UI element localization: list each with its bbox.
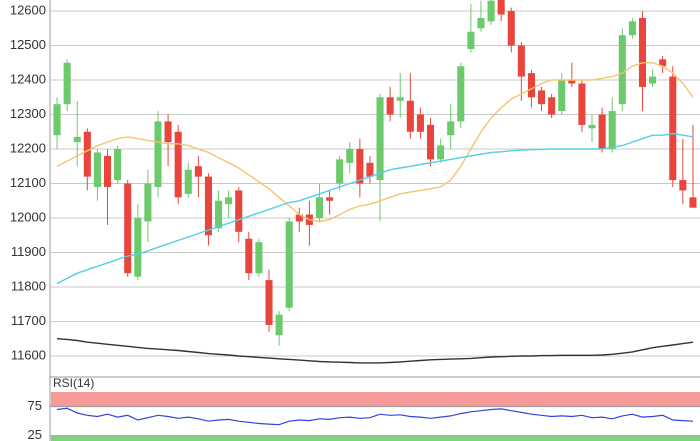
candle-body bbox=[154, 121, 162, 187]
candle-body bbox=[215, 200, 223, 229]
candle-body bbox=[558, 80, 566, 112]
moving-average bbox=[56, 338, 694, 364]
candle-body bbox=[578, 83, 586, 125]
candle-body bbox=[204, 176, 212, 236]
y-tick-label: 12600 bbox=[10, 2, 46, 17]
candle-body bbox=[103, 155, 112, 187]
y-tick-label: 75 bbox=[28, 398, 42, 413]
y-tick-label: 25 bbox=[28, 427, 42, 441]
candle-body bbox=[53, 104, 61, 136]
candle-body bbox=[255, 242, 263, 274]
moving-average bbox=[56, 62, 694, 223]
candle-body bbox=[275, 314, 283, 336]
rsi-title: RSI(14) bbox=[53, 376, 94, 390]
candle-body bbox=[164, 121, 172, 143]
candle-body bbox=[386, 97, 394, 115]
candle-body bbox=[538, 90, 546, 105]
moving-average bbox=[56, 132, 694, 285]
candle-body bbox=[174, 131, 182, 198]
candle-body bbox=[477, 17, 485, 29]
candle-body bbox=[285, 221, 293, 308]
candle-body bbox=[608, 111, 616, 150]
candle-body bbox=[265, 280, 273, 325]
candle-body bbox=[406, 100, 414, 132]
candle-body bbox=[245, 238, 253, 274]
candle-body bbox=[628, 21, 636, 36]
candle-body bbox=[93, 152, 101, 187]
y-tick-label: 12400 bbox=[10, 71, 46, 86]
candle-body bbox=[467, 31, 475, 49]
candle-body bbox=[366, 162, 374, 177]
candle-body bbox=[689, 197, 697, 208]
candle-body bbox=[184, 169, 192, 194]
candle-body bbox=[659, 59, 667, 67]
candle-body bbox=[63, 62, 71, 105]
candle-body bbox=[669, 76, 677, 181]
candle-body bbox=[437, 145, 445, 160]
candle-body bbox=[315, 197, 324, 219]
candle-body bbox=[457, 66, 465, 122]
candle-body bbox=[548, 97, 556, 115]
candle-body bbox=[114, 149, 122, 181]
candle-body bbox=[598, 114, 606, 150]
candle-body bbox=[134, 218, 142, 277]
candle-body bbox=[679, 180, 687, 191]
y-tick-label: 11700 bbox=[11, 313, 46, 328]
y-tick-label: 12300 bbox=[10, 106, 46, 121]
candle-body bbox=[144, 183, 152, 222]
candle-body bbox=[527, 73, 535, 98]
candle-body bbox=[124, 183, 132, 274]
y-tick-label: 11600 bbox=[11, 347, 46, 362]
candle-body bbox=[588, 124, 596, 129]
candle-body bbox=[356, 149, 364, 184]
candle-body bbox=[194, 166, 202, 177]
oversold-zone bbox=[51, 435, 700, 441]
y-tick-label: 12100 bbox=[10, 175, 46, 190]
candle-body bbox=[73, 136, 81, 143]
candle-body bbox=[396, 97, 404, 101]
candle-body bbox=[426, 124, 435, 160]
overbought-zone bbox=[51, 392, 700, 407]
candle-body bbox=[376, 97, 384, 181]
candle-body bbox=[416, 114, 424, 132]
y-tick-label: 11800 bbox=[11, 278, 46, 293]
candle-body bbox=[225, 197, 233, 205]
y-tick-label: 12500 bbox=[10, 37, 46, 52]
candle-body bbox=[326, 197, 334, 201]
candle-body bbox=[638, 17, 647, 87]
y-tick-label: 11900 bbox=[11, 244, 46, 259]
candle-body bbox=[649, 76, 657, 84]
y-tick-label: 12200 bbox=[10, 140, 46, 155]
candle-body bbox=[295, 214, 303, 222]
candle-body bbox=[346, 149, 354, 163]
candle-body bbox=[568, 80, 576, 84]
candle-body bbox=[618, 35, 626, 105]
rsi-line bbox=[56, 407, 694, 426]
candle-body bbox=[517, 45, 525, 77]
candle-body bbox=[83, 131, 91, 177]
candle-body bbox=[336, 159, 344, 184]
candle-body bbox=[507, 11, 515, 46]
candle-body bbox=[487, 0, 495, 22]
candle-body bbox=[497, 0, 505, 15]
candle-body bbox=[447, 121, 455, 136]
candle-body bbox=[235, 190, 243, 232]
y-tick-label: 12000 bbox=[10, 209, 46, 224]
